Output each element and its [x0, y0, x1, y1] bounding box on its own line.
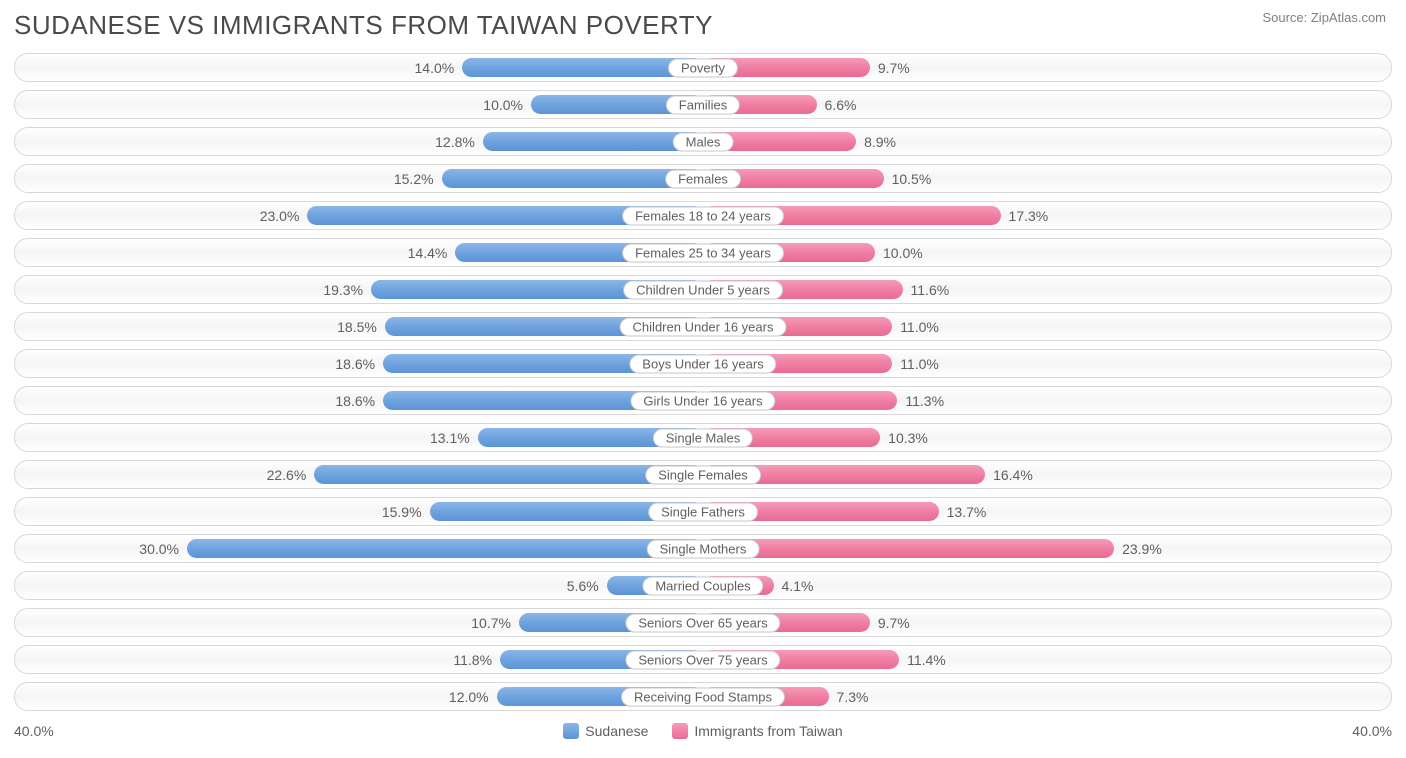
axis-max-left: 40.0%	[14, 723, 54, 739]
category-label: Married Couples	[642, 576, 763, 595]
category-label: Single Males	[653, 428, 753, 447]
value-left: 18.5%	[337, 319, 377, 335]
category-label: Children Under 16 years	[620, 317, 787, 336]
value-left: 23.0%	[260, 208, 300, 224]
category-label: Single Fathers	[648, 502, 758, 521]
value-left: 14.0%	[415, 60, 455, 76]
value-right: 10.3%	[888, 430, 928, 446]
category-label: Girls Under 16 years	[630, 391, 775, 410]
axis-max-right: 40.0%	[1352, 723, 1392, 739]
chart-source: Source: ZipAtlas.com	[1262, 10, 1386, 25]
value-left: 12.0%	[449, 689, 489, 705]
value-left: 12.8%	[435, 134, 475, 150]
category-label: Receiving Food Stamps	[621, 687, 785, 706]
chart-row: 18.6% 11.3% Girls Under 16 years	[14, 386, 1392, 415]
category-label: Single Mothers	[647, 539, 760, 558]
legend-swatch-pink	[672, 723, 688, 739]
value-right: 11.0%	[900, 356, 939, 372]
chart-row: 12.0% 7.3% Receiving Food Stamps	[14, 682, 1392, 711]
category-label: Children Under 5 years	[623, 280, 783, 299]
value-right: 7.3%	[837, 689, 869, 705]
legend: Sudanese Immigrants from Taiwan	[563, 723, 842, 739]
legend-label-right: Immigrants from Taiwan	[694, 723, 842, 739]
legend-item-right: Immigrants from Taiwan	[672, 723, 842, 739]
value-right: 10.0%	[883, 245, 923, 261]
legend-item-left: Sudanese	[563, 723, 648, 739]
value-left: 30.0%	[139, 541, 179, 557]
category-label: Males	[673, 132, 734, 151]
bar-left	[462, 58, 703, 77]
legend-swatch-blue	[563, 723, 579, 739]
value-right: 10.5%	[892, 171, 932, 187]
value-right: 17.3%	[1009, 208, 1049, 224]
chart-header: SUDANESE VS IMMIGRANTS FROM TAIWAN POVER…	[0, 0, 1406, 47]
chart-footer: 40.0% Sudanese Immigrants from Taiwan 40…	[0, 719, 1406, 739]
chart-row: 15.9% 13.7% Single Fathers	[14, 497, 1392, 526]
value-left: 11.8%	[453, 652, 492, 668]
value-right: 11.0%	[900, 319, 939, 335]
chart-row: 15.2% 10.5% Females	[14, 164, 1392, 193]
chart-row: 10.7% 9.7% Seniors Over 65 years	[14, 608, 1392, 637]
category-label: Females	[665, 169, 741, 188]
chart-row: 12.8% 8.9% Males	[14, 127, 1392, 156]
value-right: 9.7%	[878, 60, 910, 76]
value-left: 10.0%	[483, 97, 523, 113]
chart-row: 18.6% 11.0% Boys Under 16 years	[14, 349, 1392, 378]
chart-row: 13.1% 10.3% Single Males	[14, 423, 1392, 452]
value-left: 19.3%	[323, 282, 363, 298]
value-right: 13.7%	[947, 504, 987, 520]
value-left: 22.6%	[267, 467, 307, 483]
chart-row: 5.6% 4.1% Married Couples	[14, 571, 1392, 600]
value-left: 18.6%	[335, 356, 375, 372]
category-label: Seniors Over 75 years	[625, 650, 780, 669]
chart-row: 30.0% 23.9% Single Mothers	[14, 534, 1392, 563]
value-left: 10.7%	[471, 615, 511, 631]
chart-row: 22.6% 16.4% Single Females	[14, 460, 1392, 489]
value-left: 13.1%	[430, 430, 470, 446]
category-label: Females 18 to 24 years	[622, 206, 784, 225]
chart-row: 19.3% 11.6% Children Under 5 years	[14, 275, 1392, 304]
category-label: Boys Under 16 years	[629, 354, 776, 373]
chart-area: 14.0% 9.7% Poverty 10.0% 6.6% Families 12.8% 8.…	[0, 47, 1406, 711]
value-right: 9.7%	[878, 615, 910, 631]
chart-row: 11.8% 11.4% Seniors Over 75 years	[14, 645, 1392, 674]
value-right: 11.6%	[911, 282, 950, 298]
chart-row: 23.0% 17.3% Females 18 to 24 years	[14, 201, 1392, 230]
category-label: Single Females	[645, 465, 761, 484]
value-left: 14.4%	[408, 245, 448, 261]
chart-row: 14.4% 10.0% Females 25 to 34 years	[14, 238, 1392, 267]
category-label: Seniors Over 65 years	[625, 613, 780, 632]
value-left: 18.6%	[335, 393, 375, 409]
legend-label-left: Sudanese	[585, 723, 648, 739]
value-right: 8.9%	[864, 134, 896, 150]
chart-row: 14.0% 9.7% Poverty	[14, 53, 1392, 82]
category-label: Families	[666, 95, 740, 114]
chart-title: SUDANESE VS IMMIGRANTS FROM TAIWAN POVER…	[14, 10, 713, 41]
bar-left	[483, 132, 703, 151]
value-right: 4.1%	[782, 578, 814, 594]
category-label: Females 25 to 34 years	[622, 243, 784, 262]
value-right: 11.3%	[905, 393, 944, 409]
bar-left	[442, 169, 703, 188]
value-left: 15.2%	[394, 171, 434, 187]
category-label: Poverty	[668, 58, 738, 77]
value-right: 11.4%	[907, 652, 946, 668]
value-right: 6.6%	[825, 97, 857, 113]
chart-row: 18.5% 11.0% Children Under 16 years	[14, 312, 1392, 341]
value-left: 5.6%	[567, 578, 599, 594]
value-right: 23.9%	[1122, 541, 1162, 557]
bar-left	[187, 539, 703, 558]
value-right: 16.4%	[993, 467, 1033, 483]
bar-right	[703, 539, 1114, 558]
value-left: 15.9%	[382, 504, 422, 520]
chart-row: 10.0% 6.6% Families	[14, 90, 1392, 119]
